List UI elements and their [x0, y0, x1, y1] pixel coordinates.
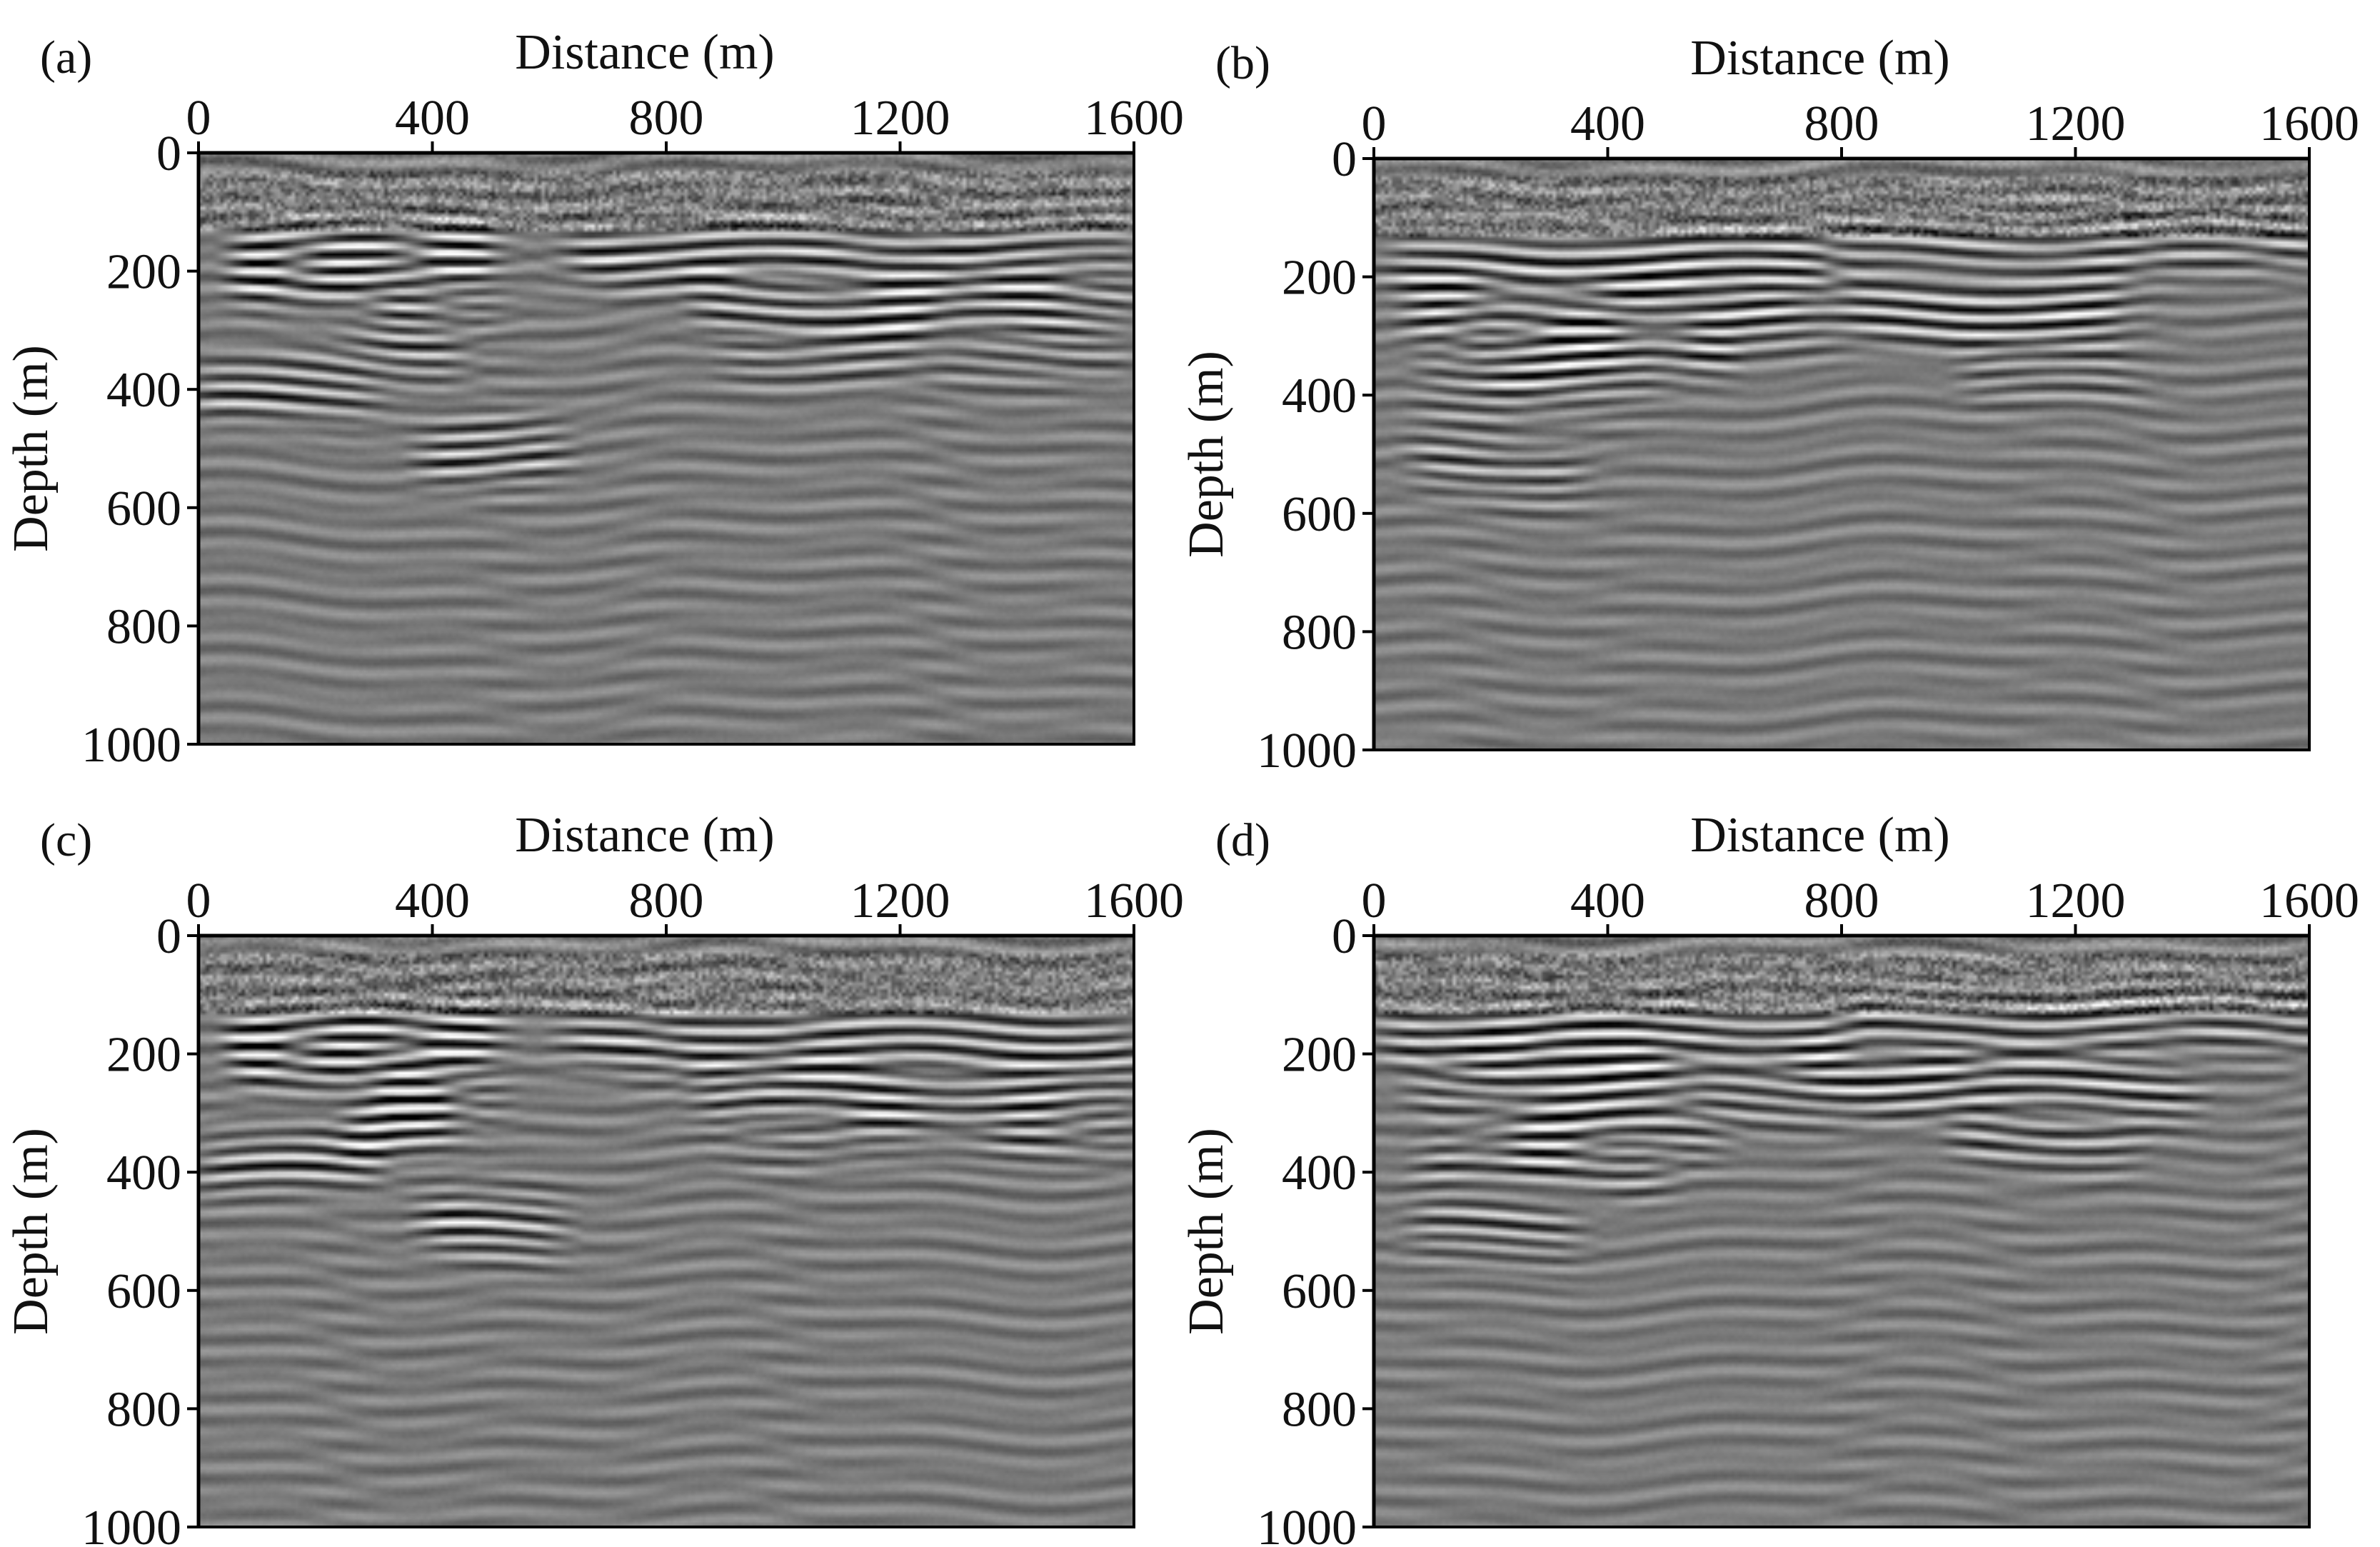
seismic-section-image: [1374, 936, 2309, 1527]
panel-a: (a) Distance (m) Depth (m) 0 400 800 1200 1600 0…: [4, 25, 1184, 773]
panel-d: (d) Distance (m) Depth (m) 0 400 800 1200 1600 0…: [1179, 808, 2359, 1547]
y-axis-title: Depth (m): [1179, 351, 1234, 558]
x-tick-label: 0: [1362, 96, 1387, 151]
y-tick-label: 800: [1282, 605, 1357, 660]
x-tick-label: 400: [1570, 873, 1645, 928]
y-tick-label: 200: [1282, 1028, 1357, 1083]
x-axis-title: Distance (m): [515, 808, 774, 863]
y-axis-title: Depth (m): [4, 345, 59, 552]
panel-b: (b) Distance (m) Depth (m) 0 400 800 1200 1600 0…: [1179, 31, 2359, 778]
x-tick-label: 1200: [2026, 873, 2126, 928]
y-tick-label: 0: [1332, 909, 1357, 964]
panel-label: (a): [40, 31, 92, 84]
x-tick-label: 1600: [1084, 91, 1184, 146]
x-tick-label: 1600: [2259, 873, 2359, 928]
x-tick-label: 0: [1362, 873, 1387, 928]
y-tick-label: 1000: [81, 1501, 181, 1547]
y-tick-label: 600: [1282, 487, 1357, 542]
y-tick-label: 400: [106, 1146, 181, 1201]
x-axis-title: Distance (m): [1690, 808, 1949, 863]
x-tick-label: 800: [629, 91, 704, 146]
seismic-section-image: [199, 153, 1134, 744]
y-tick-label: 1000: [1257, 724, 1357, 778]
y-tick-label: 0: [1332, 132, 1357, 187]
seismic-section-image: [1374, 159, 2309, 750]
x-axis-title: Distance (m): [1690, 31, 1949, 86]
y-tick-label: 200: [106, 245, 181, 300]
y-tick-label: 1000: [81, 718, 181, 773]
y-tick-label: 800: [106, 599, 181, 654]
y-tick-label: 400: [1282, 369, 1357, 424]
x-tick-label: 1200: [850, 873, 950, 928]
x-tick-label: 800: [1804, 873, 1879, 928]
y-tick-label: 1000: [1257, 1501, 1357, 1547]
x-tick-label: 800: [1804, 96, 1879, 151]
panel-c: (c) Distance (m) Depth (m) 0 400 800 1200 1600 0…: [4, 808, 1184, 1547]
panel-label: (d): [1215, 814, 1270, 866]
x-tick-label: 1200: [2026, 96, 2126, 151]
x-tick-label: 400: [395, 91, 470, 146]
y-axis-title: Depth (m): [1179, 1128, 1234, 1335]
y-tick-label: 200: [1282, 251, 1357, 306]
y-tick-label: 400: [1282, 1146, 1357, 1201]
y-tick-label: 600: [106, 481, 181, 536]
x-tick-label: 1600: [2259, 96, 2359, 151]
x-tick-label: 1600: [1084, 873, 1184, 928]
y-tick-label: 400: [106, 363, 181, 418]
panel-label: (b): [1215, 37, 1270, 89]
y-tick-label: 600: [1282, 1264, 1357, 1319]
seismic-section-image: [199, 936, 1134, 1527]
x-axis-title: Distance (m): [515, 25, 774, 80]
x-tick-label: 1200: [850, 91, 950, 146]
panel-label: (c): [40, 814, 92, 866]
y-tick-label: 0: [156, 909, 181, 964]
y-tick-label: 600: [106, 1264, 181, 1319]
y-tick-label: 800: [106, 1382, 181, 1437]
x-tick-label: 400: [395, 873, 470, 928]
x-tick-label: 0: [186, 873, 211, 928]
y-axis-title: Depth (m): [4, 1128, 59, 1335]
x-tick-label: 400: [1570, 96, 1645, 151]
y-tick-label: 0: [156, 126, 181, 181]
x-tick-label: 0: [186, 91, 211, 146]
y-tick-label: 200: [106, 1028, 181, 1083]
x-tick-label: 800: [629, 873, 704, 928]
y-tick-label: 800: [1282, 1382, 1357, 1437]
